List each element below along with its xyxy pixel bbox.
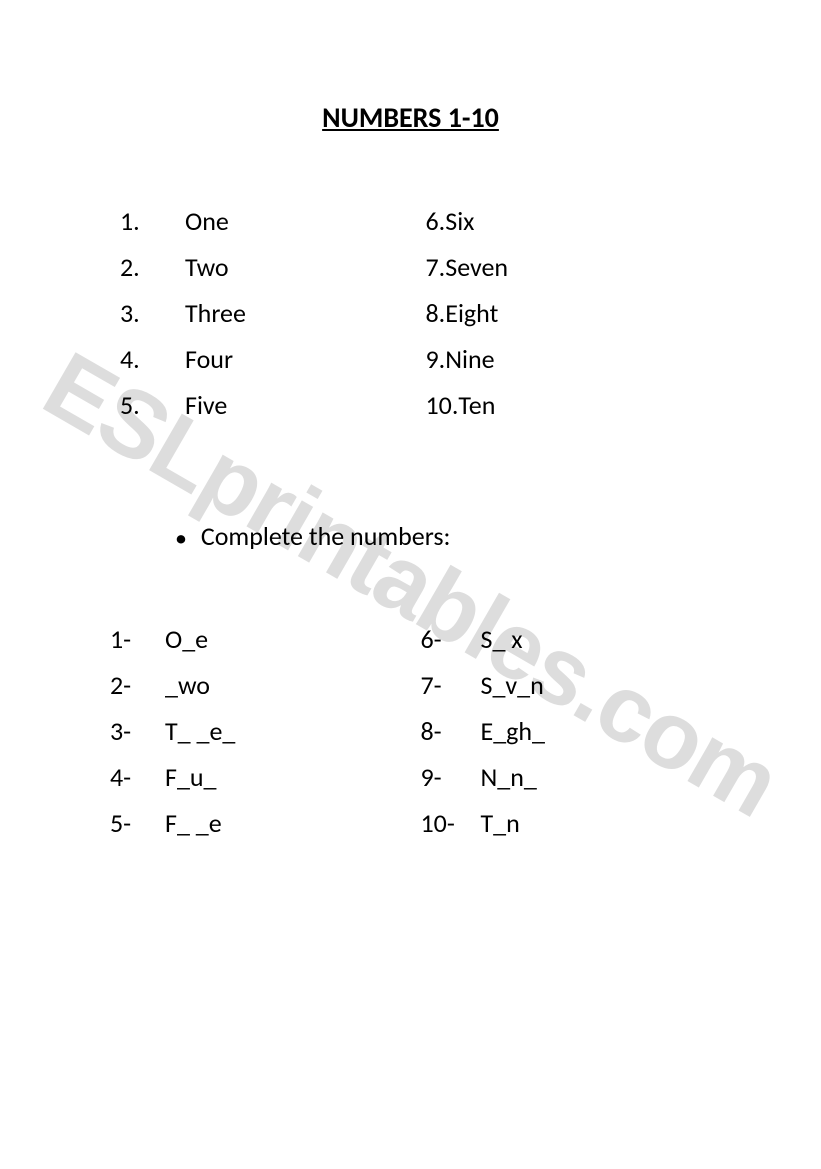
exercise-index: 9- bbox=[421, 761, 481, 793]
number-index: 2. bbox=[120, 251, 185, 283]
worksheet-page: NUMBERS 1-10 1. One 2. Two 3. Three 4. F… bbox=[0, 0, 821, 853]
exercise-row: 9- N_n_ bbox=[421, 761, 712, 793]
exercise-word: _wo bbox=[165, 669, 210, 701]
exercise-word: T_ _e_ bbox=[165, 715, 235, 747]
number-index: 5. bbox=[120, 389, 185, 421]
exercise-word: F_ _e bbox=[165, 807, 222, 839]
exercise-right-column: 6- S_ x 7- S_v_n 8- E_gh_ 9- N_n_ 10- T_… bbox=[401, 623, 712, 853]
exercise-row: 5- F_ _e bbox=[110, 807, 401, 839]
exercise-row: 4- F_u_ bbox=[110, 761, 401, 793]
number-word: Four bbox=[185, 343, 233, 375]
number-index: 10. bbox=[426, 389, 459, 421]
exercise-index: 10- bbox=[421, 807, 481, 839]
exercise-word: S_v_n bbox=[481, 669, 544, 701]
number-word: Nine bbox=[445, 343, 494, 375]
exercise-row: 1- O_e bbox=[110, 623, 401, 655]
exercise-word: F_u_ bbox=[165, 761, 217, 793]
numbers-left-column: 1. One 2. Two 3. Three 4. Four 5. Five bbox=[110, 205, 406, 435]
exercise-row: 10- T_n bbox=[421, 807, 712, 839]
exercise-word: N_n_ bbox=[481, 761, 537, 793]
exercise-row: 3- T_ _e_ bbox=[110, 715, 401, 747]
instruction-text: Complete the numbers: bbox=[201, 520, 451, 552]
number-index: 9. bbox=[426, 343, 446, 375]
number-row: 9. Nine bbox=[426, 343, 712, 375]
exercise-index: 1- bbox=[110, 623, 165, 655]
exercise-left-column: 1- O_e 2- _wo 3- T_ _e_ 4- F_u_ 5- F_ _e bbox=[110, 623, 401, 853]
number-row: 3. Three bbox=[120, 297, 406, 329]
exercise-index: 5- bbox=[110, 807, 165, 839]
instruction-line: • Complete the numbers: bbox=[110, 520, 711, 553]
number-index: 4. bbox=[120, 343, 185, 375]
number-row: 1. One bbox=[120, 205, 406, 237]
number-index: 6. bbox=[426, 205, 446, 237]
number-word: Six bbox=[445, 205, 474, 237]
number-word: Seven bbox=[445, 251, 508, 283]
exercise-word: T_n bbox=[481, 807, 520, 839]
exercise-index: 8- bbox=[421, 715, 481, 747]
exercise-index: 2- bbox=[110, 669, 165, 701]
exercise-word: O_e bbox=[165, 623, 208, 655]
exercise-word: S_ x bbox=[481, 623, 523, 655]
exercise-index: 3- bbox=[110, 715, 165, 747]
number-row: 6. Six bbox=[426, 205, 712, 237]
number-index: 1. bbox=[120, 205, 185, 237]
numbers-list-grid: 1. One 2. Two 3. Three 4. Four 5. Five 6 bbox=[110, 205, 711, 435]
exercise-word: E_gh_ bbox=[481, 715, 546, 747]
numbers-right-column: 6. Six 7. Seven 8. Eight 9. Nine 10. Ten bbox=[406, 205, 712, 435]
number-row: 2. Two bbox=[120, 251, 406, 283]
number-word: Three bbox=[185, 297, 246, 329]
number-word: Five bbox=[185, 389, 227, 421]
number-row: 8. Eight bbox=[426, 297, 712, 329]
exercise-index: 4- bbox=[110, 761, 165, 793]
exercise-row: 8- E_gh_ bbox=[421, 715, 712, 747]
number-index: 3. bbox=[120, 297, 185, 329]
bullet-icon: • bbox=[175, 524, 187, 553]
number-row: 10. Ten bbox=[426, 389, 712, 421]
page-title: NUMBERS 1-10 bbox=[110, 100, 711, 135]
exercise-row: 2- _wo bbox=[110, 669, 401, 701]
exercise-row: 7- S_v_n bbox=[421, 669, 712, 701]
number-row: 7. Seven bbox=[426, 251, 712, 283]
number-word: Ten bbox=[458, 389, 495, 421]
number-row: 5. Five bbox=[120, 389, 406, 421]
exercise-index: 6- bbox=[421, 623, 481, 655]
number-word: One bbox=[185, 205, 229, 237]
number-row: 4. Four bbox=[120, 343, 406, 375]
exercise-grid: 1- O_e 2- _wo 3- T_ _e_ 4- F_u_ 5- F_ _e bbox=[110, 623, 711, 853]
number-word: Two bbox=[185, 251, 229, 283]
number-index: 8. bbox=[426, 297, 446, 329]
number-word: Eight bbox=[445, 297, 498, 329]
number-index: 7. bbox=[426, 251, 446, 283]
exercise-row: 6- S_ x bbox=[421, 623, 712, 655]
exercise-index: 7- bbox=[421, 669, 481, 701]
